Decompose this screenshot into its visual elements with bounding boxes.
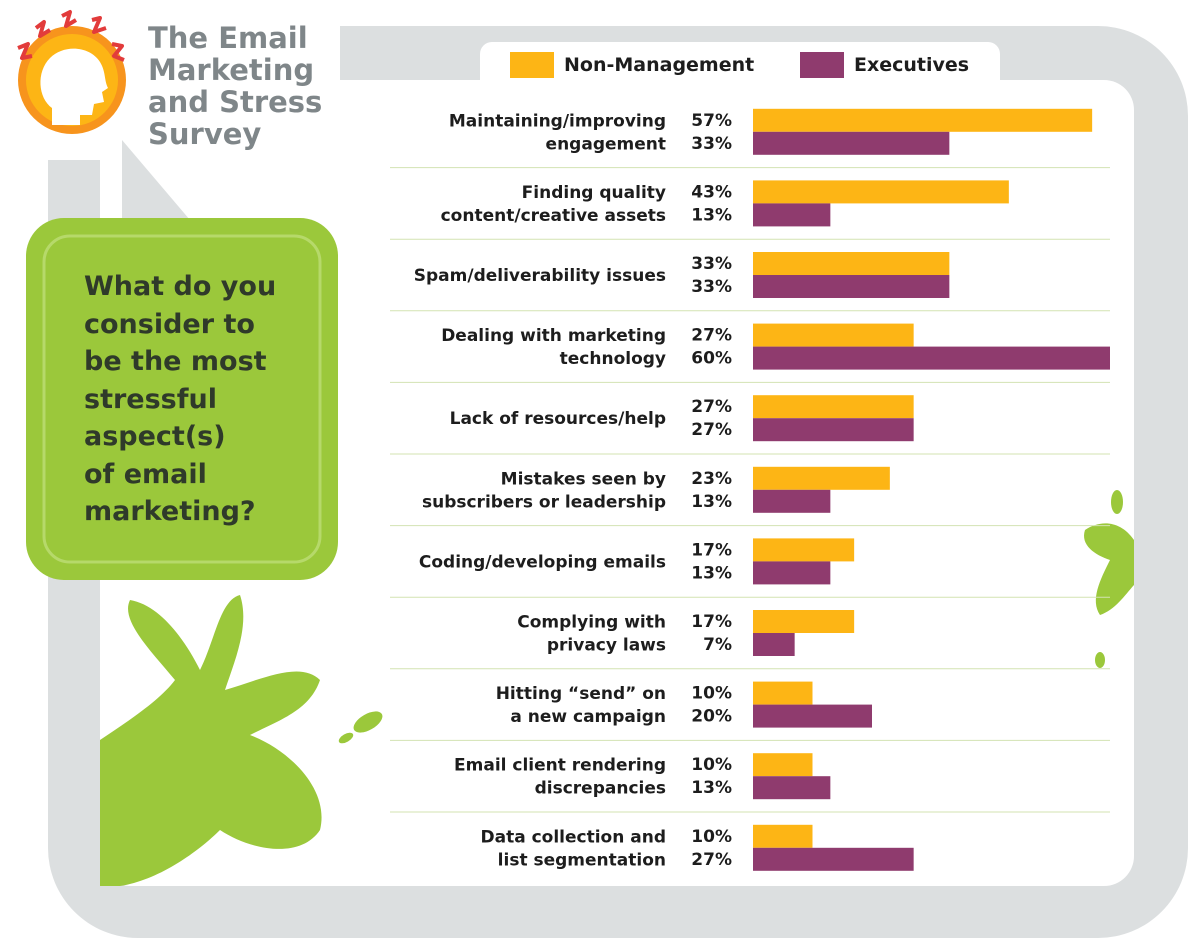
category-label: Dealing with marketing [441, 326, 666, 346]
value-label: 27% [691, 326, 732, 346]
title-line: Survey [148, 117, 262, 151]
legend-item-non-management: Non-Management [510, 52, 754, 78]
category-label: content/creative assets [441, 206, 666, 226]
category-label: Coding/developing emails [419, 552, 666, 572]
category-labels: Maintaining/improving engagement Finding q… [414, 111, 666, 870]
value-label: 10% [691, 827, 732, 847]
bar-executives [753, 346, 1110, 370]
legend-swatch-executives [800, 52, 844, 78]
value-label: 13% [691, 205, 732, 225]
stressed-head-icon [12, 10, 132, 140]
bar-non-management [753, 753, 813, 777]
legend-swatch-non-management [510, 52, 554, 78]
bar-executives [753, 633, 795, 656]
bar-non-management [753, 180, 1009, 204]
bar-non-management [753, 323, 914, 347]
value-label: 43% [691, 182, 732, 202]
legend-label-executives: Executives [854, 54, 970, 76]
value-label: 27% [691, 850, 732, 870]
value-label: 33% [691, 277, 732, 297]
bar-executives [753, 561, 831, 585]
category-label: Email client rendering [454, 756, 666, 776]
category-label: subscribers or leadership [422, 492, 666, 512]
value-label: 13% [691, 563, 732, 583]
category-label: privacy laws [547, 636, 666, 656]
category-label: Mistakes seen by [501, 469, 666, 489]
chart-legend: Non-Management Executives [480, 42, 1000, 84]
value-label: 23% [691, 469, 732, 489]
category-label: Data collection and [480, 827, 666, 847]
category-label: Spam/deliverability issues [414, 266, 666, 286]
question-line: What do you [84, 271, 277, 302]
page-title: The Email Marketing and Stress Survey [148, 22, 348, 150]
bar-non-management [753, 395, 914, 419]
bar-executives [753, 418, 914, 442]
value-label: 10% [691, 755, 732, 775]
legend-label-non-management: Non-Management [564, 54, 755, 76]
bar-non-management [753, 108, 1093, 132]
category-label: Finding quality [522, 183, 666, 203]
bar-executives [753, 776, 831, 800]
title-line: Marketing [148, 53, 315, 87]
value-label: 57% [691, 111, 732, 131]
question-line: consider to [84, 308, 255, 340]
value-labels: 57% 33% 43% 13% 33% 33% 27% 60% 27% 27% 23% 13% 17% 1… [691, 111, 732, 870]
value-label: 17% [691, 540, 732, 560]
value-label: 27% [691, 420, 732, 440]
bar-executives [753, 203, 831, 227]
row-separators [390, 167, 1110, 813]
bar-non-management [753, 681, 813, 705]
category-label: technology [560, 349, 666, 369]
value-label: 33% [691, 254, 732, 274]
value-label: 27% [691, 397, 732, 417]
bar-non-management [753, 610, 855, 633]
value-label: 17% [691, 612, 732, 632]
category-label: list segmentation [498, 850, 666, 870]
bar-executives [753, 847, 914, 871]
bar-non-management [753, 824, 813, 848]
legend-item-executives: Executives [800, 52, 969, 78]
title-line: and Stress [148, 85, 323, 119]
bar-non-management [753, 466, 890, 490]
value-label: 13% [691, 778, 732, 798]
bar-executives [753, 275, 950, 298]
bar-executives [753, 489, 831, 513]
speech-tail [122, 140, 190, 220]
value-label: 33% [691, 134, 732, 154]
value-label: 7% [703, 635, 732, 655]
question-line: stressful [84, 383, 217, 415]
bar-executives [753, 131, 950, 155]
category-label: Hitting “send” on [496, 684, 666, 704]
value-label: 13% [691, 492, 732, 512]
green-splat-bottom-left [100, 595, 383, 886]
bars [753, 108, 1110, 871]
green-splat-right [1084, 490, 1134, 668]
survey-question: What do you consider to be the most stre… [84, 268, 314, 531]
value-label: 10% [691, 684, 732, 704]
question-line: of email [84, 458, 207, 490]
category-label: engagement [546, 134, 666, 154]
category-label: Lack of resources/help [450, 409, 666, 429]
title-line: The Email [148, 21, 308, 55]
category-label: discrepancies [535, 779, 666, 799]
bar-executives [753, 704, 872, 728]
question-bubble-inner-border [42, 234, 322, 564]
question-bubble [26, 218, 338, 580]
value-label: 60% [691, 349, 732, 369]
question-line: marketing? [84, 496, 256, 527]
question-line: be the most [84, 346, 267, 377]
bar-non-management [753, 252, 950, 275]
question-line: aspect(s) [84, 421, 226, 452]
category-label: Maintaining/improving [449, 111, 666, 131]
value-label: 20% [691, 707, 732, 727]
category-label: Complying with [517, 613, 666, 633]
category-label: a new campaign [510, 707, 666, 727]
bar-non-management [753, 538, 855, 562]
